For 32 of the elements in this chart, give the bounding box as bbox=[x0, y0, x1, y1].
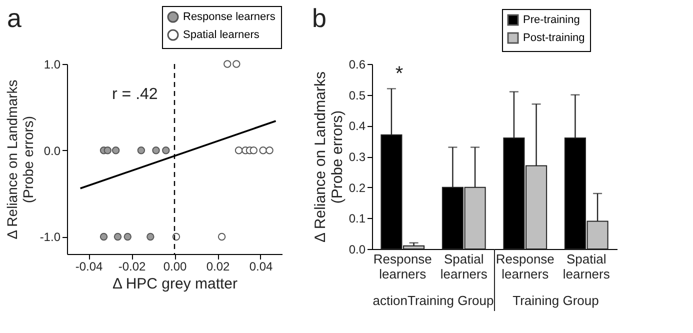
x-tick-label: -0.02 bbox=[118, 260, 146, 274]
legend-label: Pre-training bbox=[523, 14, 580, 26]
y-tick-label: 0.1 bbox=[348, 212, 366, 226]
text: a bbox=[7, 3, 22, 33]
x-tick-label: -0.04 bbox=[75, 260, 103, 274]
y-tick-label: 0.3 bbox=[348, 150, 366, 164]
annotation: r = .42 bbox=[112, 86, 158, 103]
x-tick-label: Response learners bbox=[373, 252, 432, 282]
y-tick-label: 0.6 bbox=[348, 58, 366, 72]
x-tick-label: Spatial learners bbox=[562, 252, 610, 282]
y-axis-title: Δ Reliance on Landmarks (Probe errors) bbox=[312, 72, 346, 242]
text: b bbox=[312, 3, 326, 33]
y-tick-label: 0.5 bbox=[348, 88, 366, 102]
legend-label: Post-training bbox=[523, 32, 585, 44]
legend-label: Spatial learners bbox=[183, 29, 260, 41]
x-tick-label: 0.04 bbox=[249, 260, 273, 274]
y-tick-label: 1.0 bbox=[44, 58, 61, 72]
y-axis-title: Δ Reliance on Landmarks (Probe errors) bbox=[4, 80, 36, 240]
x-tick-label: Response learners bbox=[496, 252, 554, 282]
legend-label: Response learners bbox=[183, 11, 276, 23]
y-tick-label: 0.2 bbox=[348, 180, 366, 195]
text: Training Group bbox=[512, 293, 599, 308]
x-axis-title: Δ HPC grey matter bbox=[112, 276, 238, 292]
x-tick-label: 0.02 bbox=[206, 260, 230, 274]
y-tick-label: -1.0 bbox=[40, 230, 61, 244]
y-tick-label: 0.0 bbox=[348, 242, 366, 256]
text: actionTraining Group bbox=[372, 293, 494, 308]
y-tick-label: 0.4 bbox=[348, 119, 366, 134]
x-tick-label: 0.00 bbox=[163, 260, 187, 274]
annotation: * bbox=[395, 63, 404, 85]
y-tick-label: 0.0 bbox=[44, 144, 61, 158]
x-tick-label: Spatial learners bbox=[440, 252, 488, 282]
